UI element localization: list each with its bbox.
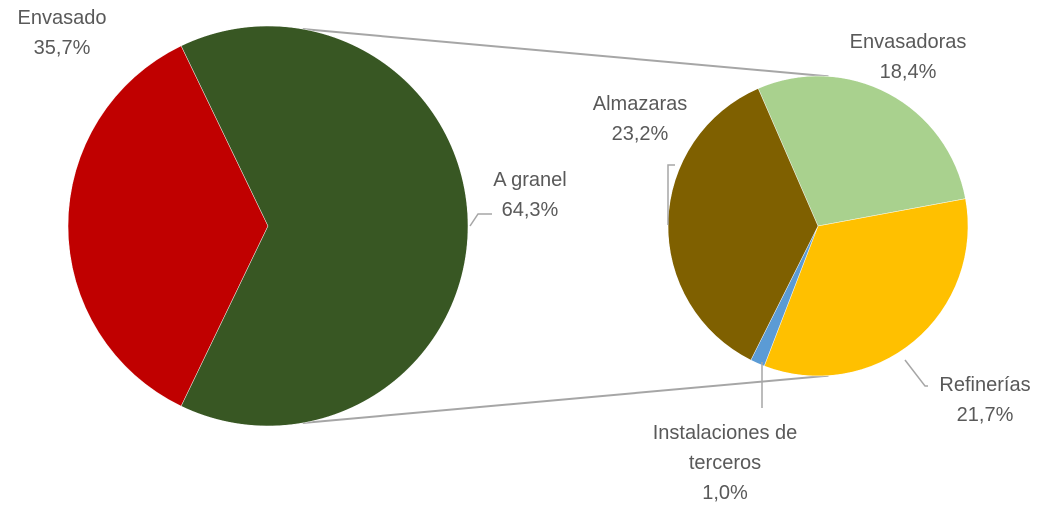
data-label: Refinerías 21,7%	[939, 370, 1030, 430]
label-name: Refinerías	[939, 374, 1031, 396]
data-label: A granel 64,3%	[493, 165, 566, 225]
connector-line	[302, 374, 829, 424]
data-label: Instalaciones de terceros 1,0%	[625, 418, 825, 508]
data-label: Almazaras 23,2%	[593, 89, 687, 149]
data-label: Envasadoras 18,4%	[850, 27, 967, 87]
label-name: Envasado	[17, 7, 107, 29]
pie-slice	[757, 75, 966, 227]
label-name: Instalaciones de terceros	[652, 422, 798, 474]
data-label: Envasado 35,7%	[18, 3, 107, 63]
label-value: 1,0%	[702, 482, 748, 504]
label-value: 23,2%	[611, 123, 669, 145]
label-value: 35,7%	[33, 37, 91, 59]
label-value: 21,7%	[956, 404, 1014, 426]
pie-slice	[180, 25, 469, 427]
pie-slice	[67, 45, 269, 407]
label-name: A granel	[493, 169, 567, 191]
label-value: 64,3%	[501, 199, 559, 221]
leader-line	[667, 164, 675, 225]
pie-slice	[763, 198, 969, 377]
label-name: Almazaras	[592, 93, 688, 115]
label-value: 18,4%	[879, 61, 937, 83]
connector-line	[302, 28, 829, 78]
label-name: Envasadoras	[849, 31, 967, 53]
leader-line	[469, 213, 492, 227]
leader-line	[904, 359, 928, 387]
